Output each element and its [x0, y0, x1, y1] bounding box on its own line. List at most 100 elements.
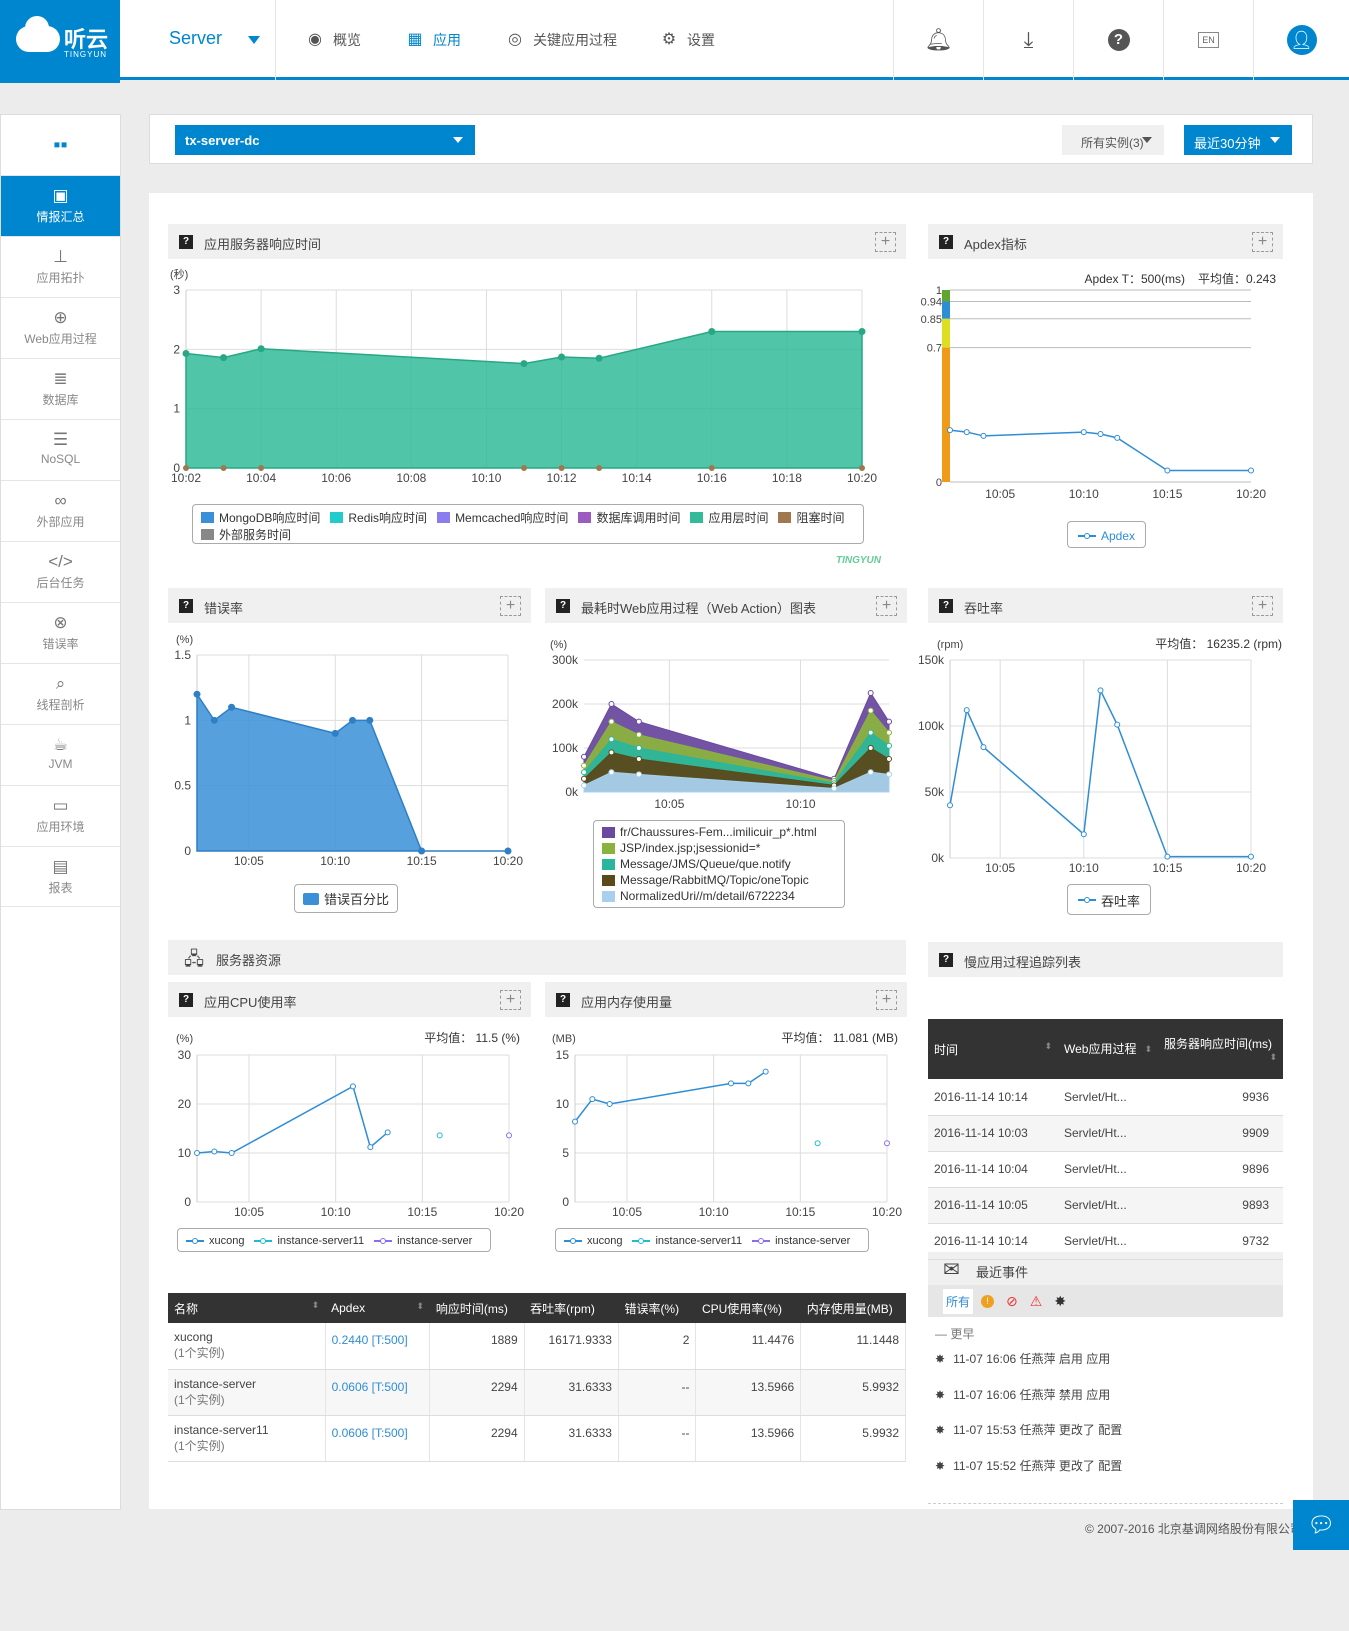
table-cell[interactable]: Servlet/Ht... — [1058, 1115, 1158, 1152]
help-icon[interactable]: ? — [556, 599, 570, 613]
help-icon[interactable]: ? — [939, 953, 953, 967]
legend-item[interactable]: xucong — [564, 1235, 622, 1247]
legend-item[interactable]: Redis响应时间 — [330, 509, 427, 526]
table-row[interactable]: instance-server11 (1个实例) 0.0606 [T:500] 229… — [168, 1415, 906, 1462]
add-icon[interactable]: + — [1252, 232, 1273, 252]
sort-icon[interactable]: ⬍ — [1269, 1052, 1277, 1062]
mem-legend[interactable]: xucong instance-server11 instance-server — [555, 1228, 870, 1252]
sidebar-item-thread[interactable]: ⌕ 线程剖析 — [1, 663, 120, 724]
event-group[interactable]: — 更早 — [935, 1327, 975, 1341]
legend-item[interactable]: 外部服务时间 — [201, 526, 291, 543]
table-row[interactable]: xucong (1个实例) 0.2440 [T:500] 1889 16171.9333… — [168, 1323, 906, 1370]
table-row[interactable]: 2016-11-14 10:03 Servlet/Ht... 9909 — [928, 1115, 1283, 1152]
nav-apps[interactable]: ▦ 应用 — [405, 30, 461, 50]
app-name-cell[interactable]: instance-server11 (1个实例) — [168, 1415, 326, 1462]
server-dropdown[interactable]: Server — [120, 0, 276, 80]
cpu-legend[interactable]: xucong instance-server11 instance-server — [177, 1228, 492, 1252]
warning-icon[interactable]: ! — [981, 1294, 995, 1308]
help-icon[interactable]: ? — [179, 993, 193, 1007]
help-icon[interactable]: ? — [939, 599, 953, 613]
table-row[interactable]: 2016-11-14 10:14 Servlet/Ht... 9732 — [928, 1223, 1283, 1260]
sidebar-item-overview[interactable]: ▣ 情报汇总 — [1, 175, 120, 236]
sidebar-grid-icon[interactable]: ▪▪ — [53, 133, 68, 156]
col-time[interactable]: 时间 ⬍ — [928, 1019, 1058, 1079]
sidebar-item-external[interactable]: ∞ 外部应用 — [1, 480, 120, 541]
add-icon[interactable]: + — [876, 596, 897, 616]
help-icon[interactable]: ? — [939, 235, 953, 249]
sort-icon[interactable]: ⬍ — [1144, 1044, 1152, 1054]
web-legend[interactable]: fr/Chaussures-Fem...imilicuir_p*.html JSP… — [593, 820, 845, 908]
legend-item[interactable]: 阻塞时间 — [778, 509, 844, 526]
legend-item[interactable]: MongoDB响应时间 — [201, 509, 320, 526]
app-selector[interactable]: tx-server-dc — [175, 125, 475, 155]
legend-item[interactable]: 数据库调用时间 — [578, 509, 680, 526]
column-header[interactable]: 内存使用量(MB) — [800, 1293, 906, 1323]
forbidden-icon[interactable]: ⊘ — [1006, 1292, 1018, 1309]
table-cell[interactable]: Servlet/Ht... — [1058, 1151, 1158, 1188]
table-cell[interactable]: Servlet/Ht... — [1058, 1079, 1158, 1116]
legend-item[interactable]: NormalizedUri//m/detail/6722234 — [602, 888, 836, 904]
legend-item[interactable]: instance-server11 — [254, 1235, 364, 1247]
user-avatar-button[interactable]: 👤︎ — [1253, 0, 1349, 80]
sidebar-item-topology[interactable]: ⊥ 应用拓扑 — [1, 236, 120, 297]
chat-button[interactable]: 💬︎ — [1293, 1500, 1349, 1550]
tab-all[interactable]: 所有 — [943, 1288, 974, 1314]
column-header[interactable]: 吞吐率(rpm) — [524, 1293, 619, 1323]
help-icon[interactable]: ? — [179, 235, 193, 249]
table-cell[interactable]: 0.2440 [T:500] — [325, 1323, 431, 1370]
legend-item[interactable]: Message/RabbitMQ/Topic/oneTopic — [602, 872, 836, 888]
sidebar-item-errors[interactable]: ⊗ 错误率 — [1, 602, 120, 663]
help-icon[interactable]: ? — [179, 599, 193, 613]
legend-item[interactable]: 应用层时间 — [690, 509, 768, 526]
column-header[interactable]: CPU使用率(%) — [695, 1293, 801, 1323]
legend-item[interactable]: xucong — [186, 1235, 244, 1247]
column-header[interactable]: 名称 ⬍ — [168, 1293, 326, 1323]
response-legend[interactable]: MongoDB响应时间 Redis响应时间 Memcached响应时间 数据库调用时间… — [192, 504, 864, 544]
add-icon[interactable]: + — [876, 990, 897, 1010]
sort-icon[interactable]: ⬍ — [1044, 1040, 1052, 1051]
help-button[interactable]: ? — [1073, 0, 1163, 80]
table-row[interactable]: 2016-11-14 10:14 Servlet/Ht... 9936 — [928, 1079, 1283, 1116]
sidebar-item-nosql[interactable]: ☰ NoSQL — [1, 419, 120, 480]
table-cell[interactable]: Servlet/Ht... — [1058, 1223, 1158, 1260]
column-header[interactable]: 错误率(%) — [618, 1293, 696, 1323]
sidebar-item-jvm[interactable]: ☕︎ JVM — [1, 724, 120, 785]
app-name-cell[interactable]: instance-server (1个实例) — [168, 1369, 326, 1416]
table-row[interactable]: 2016-11-14 10:04 Servlet/Ht... 9896 — [928, 1151, 1283, 1188]
logo[interactable]: 听云 TINGYUN — [0, 0, 120, 83]
instance-selector[interactable]: 所有实例(3) — [1062, 125, 1164, 155]
legend-item[interactable]: instance-server11 — [632, 1235, 742, 1247]
sidebar-item-background[interactable]: </> 后台任务 — [1, 541, 120, 602]
legend-item[interactable]: JSP/index.jsp;jsessionid=* — [602, 840, 836, 856]
error-legend[interactable]: 错误百分比 — [294, 884, 399, 913]
app-name-cell[interactable]: xucong (1个实例) — [168, 1323, 326, 1370]
sidebar-item-database[interactable]: ≣ 数据库 — [1, 358, 120, 419]
app-name[interactable]: instance-server — [174, 1376, 257, 1391]
column-header[interactable]: 响应时间(ms) — [429, 1293, 525, 1323]
table-row[interactable]: 2016-11-14 10:05 Servlet/Ht... 9893 — [928, 1187, 1283, 1224]
legend-item[interactable]: Memcached响应时间 — [437, 509, 568, 526]
language-button[interactable]: EN — [1163, 0, 1253, 80]
table-row[interactable]: instance-server (1个实例) 0.0606 [T:500] 2294 3… — [168, 1369, 906, 1416]
table-cell[interactable]: 0.0606 [T:500] — [325, 1369, 431, 1416]
nav-settings[interactable]: ⚙ 设置 — [659, 30, 715, 50]
sort-icon[interactable]: ⬍ — [311, 1299, 320, 1310]
apdex-legend[interactable]: Apdex — [1067, 521, 1147, 548]
legend-item[interactable]: Message/JMS/Queue/que.notify — [602, 856, 836, 872]
download-button[interactable]: ⤓ — [983, 0, 1073, 80]
add-icon[interactable]: + — [875, 232, 896, 252]
sidebar-item-web[interactable]: ⊕ Web应用过程 — [1, 297, 120, 358]
legend-item[interactable]: instance-server — [752, 1235, 850, 1247]
table-cell[interactable]: 0.0606 [T:500] — [325, 1415, 431, 1462]
help-icon[interactable]: ? — [556, 993, 570, 1007]
nav-key-process[interactable]: ◎ 关键应用过程 — [505, 30, 617, 50]
col-response-time[interactable]: 服务器响应时间(ms) ⬍ — [1158, 1019, 1283, 1079]
alert-triangle-icon[interactable]: ⚠ — [1029, 1292, 1043, 1309]
sidebar-item-report[interactable]: ▤ 报表 — [1, 846, 120, 907]
column-header[interactable]: Apdex ⬍ — [325, 1293, 430, 1323]
legend-item[interactable]: instance-server — [374, 1235, 472, 1247]
app-name[interactable]: xucong — [174, 1330, 213, 1345]
alert-bell-button[interactable]: 🔔︎ — [893, 0, 983, 80]
legend-item[interactable]: fr/Chaussures-Fem...imilicuir_p*.html — [602, 824, 836, 840]
sort-icon[interactable]: ⬍ — [416, 1301, 424, 1311]
